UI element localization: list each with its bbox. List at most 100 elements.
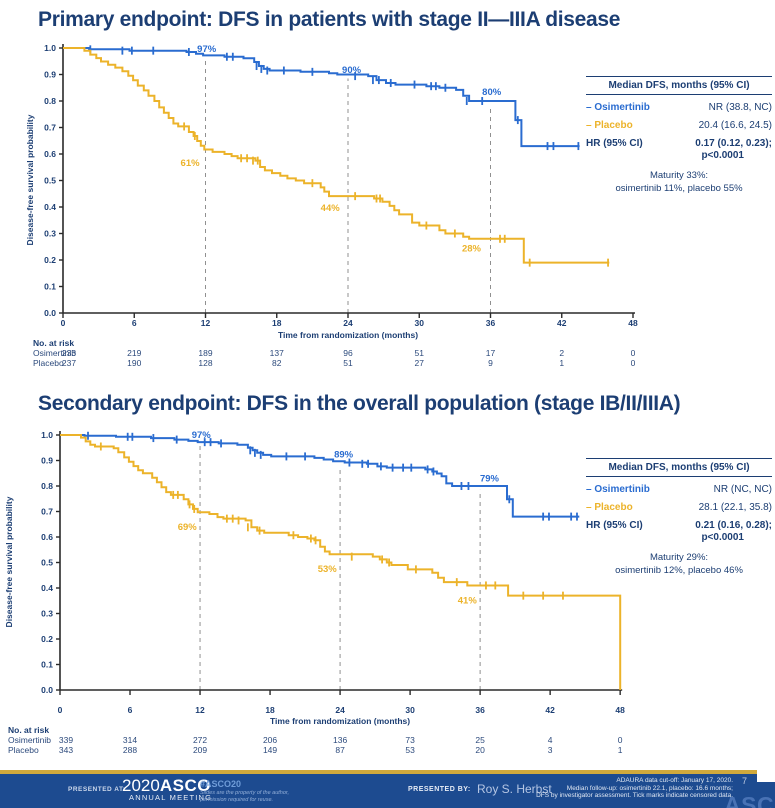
at-risk-row-label: Osimertinib xyxy=(8,735,51,745)
at-risk-value: 288 xyxy=(123,745,137,755)
placebo-milestone-label: 69% xyxy=(178,522,198,533)
placebo-milestone-label: 44% xyxy=(321,203,341,214)
at-risk-value: 17 xyxy=(486,348,496,358)
at-risk-value: 343 xyxy=(59,745,73,755)
legend-series-value: 20.4 (16.6, 24.5) xyxy=(698,120,772,131)
y-axis-title: Disease-free survival probability xyxy=(25,114,35,245)
x-tick-label: 24 xyxy=(335,705,345,715)
y-tick-label: 0.3 xyxy=(41,609,53,619)
maturity-note: Maturity 29%: osimertinib 12%, placebo 46… xyxy=(586,551,772,577)
at-risk-value: 96 xyxy=(343,348,353,358)
maturity-note-line: osimertinib 11%, placebo 55% xyxy=(615,183,743,194)
at-risk-value: 209 xyxy=(193,745,207,755)
x-tick-label: 6 xyxy=(128,705,133,715)
legend-header: Median DFS, months (95% CI) xyxy=(586,458,772,477)
y-tick-label: 1.0 xyxy=(41,430,53,440)
presenter-name: Roy S. Herbst xyxy=(477,782,552,796)
slides-disclaimer-line1: Slides are the property of the author, xyxy=(200,790,289,796)
at-risk-value: 1 xyxy=(618,745,623,755)
maturity-note-line: osimertinib 12%, placebo 46% xyxy=(615,565,743,576)
footer-white-corner xyxy=(757,770,775,782)
at-risk-value: 128 xyxy=(198,358,212,368)
at-risk-value: 87 xyxy=(335,745,345,755)
x-axis-title: Time from randomization (months) xyxy=(270,716,410,726)
at-risk-value: 137 xyxy=(270,348,284,358)
y-tick-label: 0.2 xyxy=(44,255,56,265)
at-risk-header: No. at risk xyxy=(33,338,74,348)
x-tick-label: 30 xyxy=(415,318,425,328)
at-risk-value: 189 xyxy=(198,348,212,358)
x-tick-label: 18 xyxy=(265,705,275,715)
x-tick-label: 6 xyxy=(132,318,137,328)
x-tick-label: 30 xyxy=(405,705,415,715)
placebo-milestone-label: 41% xyxy=(458,595,478,606)
note-line3: DFS by investigator assessment. Tick mar… xyxy=(536,792,733,799)
secondary-endpoint-title: Secondary endpoint: DFS in the overall p… xyxy=(38,392,681,415)
y-tick-label: 0.9 xyxy=(41,456,53,466)
at-risk-value: 51 xyxy=(343,358,353,368)
x-tick-label: 0 xyxy=(61,318,66,328)
at-risk-value: 27 xyxy=(415,358,425,368)
y-tick-label: 0.9 xyxy=(44,70,56,80)
primary-dfs-km-chart: 1.00.90.80.70.60.50.40.30.20.10.00 6 12 18 2… xyxy=(25,43,638,368)
at-risk-value: 233 xyxy=(62,348,76,358)
x-tick-label: 36 xyxy=(475,705,485,715)
asco-watermark: ASCO xyxy=(724,792,775,808)
at-risk-row-label: Placebo xyxy=(8,745,39,755)
legend-series-label: HR (95% CI) xyxy=(586,520,643,531)
at-risk-value: 9 xyxy=(488,358,493,368)
secondary-dfs-km-chart: 1.0 0.9 0.8 0.7 0.6 0.5 0.4 0.3 0.2 0.1 0.0 0 6 12 18 2… xyxy=(4,430,625,755)
legend-row: HR (95% CI) 0.21 (0.16, 0.28); xyxy=(586,520,772,531)
osimertinib-milestone-label: 90% xyxy=(342,65,362,76)
osimertinib-milestone-label: 79% xyxy=(480,473,500,484)
secondary-median-dfs-table: Median DFS, months (95% CI) – Osimertinib… xyxy=(586,458,772,577)
y-tick-label: 0.7 xyxy=(44,123,56,133)
placebo-km-curve xyxy=(63,47,610,264)
at-risk-row-label: Placebo xyxy=(33,358,64,368)
y-tick-label: 0.0 xyxy=(44,308,56,318)
legend-row: – Placebo 28.1 (22.1, 35.8) xyxy=(586,502,772,513)
placebo-km-curve xyxy=(60,434,622,690)
at-risk-header: No. at risk xyxy=(8,725,49,735)
x-tick-label: 12 xyxy=(201,318,211,328)
slides-disclaimer: Slides are the property of the author, p… xyxy=(200,790,289,803)
at-risk-value: 4 xyxy=(548,735,553,745)
footer-gold-divider xyxy=(0,770,757,774)
x-axis-title: Time from randomization (months) xyxy=(278,330,418,340)
placebo-milestone-label: 53% xyxy=(318,564,338,575)
at-risk-value: 3 xyxy=(548,745,553,755)
asco-logo-year: 2020 xyxy=(122,776,160,795)
y-tick-label: 0.6 xyxy=(44,149,56,159)
legend-series-value: 0.17 (0.12, 0.23); xyxy=(695,138,772,149)
at-risk-value: 272 xyxy=(193,735,207,745)
footer-band xyxy=(0,774,775,808)
x-tick-label: 0 xyxy=(58,705,63,715)
asco-logo-subtitle: ANNUAL MEETING xyxy=(129,793,213,802)
legend-series-value: 28.1 (22.1, 35.8) xyxy=(698,502,772,513)
placebo-milestone-label: 61% xyxy=(181,158,201,169)
osimertinib-km-curve xyxy=(63,47,580,148)
at-risk-value: 219 xyxy=(127,348,141,358)
at-risk-row-label: Osimertinib xyxy=(33,348,76,358)
x-tick-label: 36 xyxy=(486,318,496,328)
at-risk-value: 339 xyxy=(59,735,73,745)
at-risk-value: 2 xyxy=(559,348,564,358)
at-risk-value: 1 xyxy=(559,358,564,368)
legend-row: – Placebo 20.4 (16.6, 24.5) xyxy=(586,120,772,131)
at-risk-value: 314 xyxy=(123,735,137,745)
y-axis-title: Disease-free survival probability xyxy=(4,496,14,627)
maturity-note-line: Maturity 33%: xyxy=(649,170,709,181)
legend-series-label: HR (95% CI) xyxy=(586,138,643,149)
at-risk-value: 82 xyxy=(272,358,282,368)
x-tick-label: 42 xyxy=(545,705,555,715)
legend-series-label: – Osimertinib xyxy=(586,484,650,495)
at-risk-value: 136 xyxy=(333,735,347,745)
presented-at-label: PRESENTED AT: xyxy=(68,786,126,793)
primary-median-dfs-table: Median DFS, months (95% CI) – Osimertinib… xyxy=(586,76,772,195)
x-tick-label: 48 xyxy=(628,318,638,328)
y-tick-label: 0.7 xyxy=(41,507,53,517)
legend-row: – Osimertinib NR (NC, NC) xyxy=(586,484,772,495)
slides-disclaimer-line2: permission required for reuse. xyxy=(200,796,274,803)
y-tick-label: 0.5 xyxy=(41,558,53,568)
